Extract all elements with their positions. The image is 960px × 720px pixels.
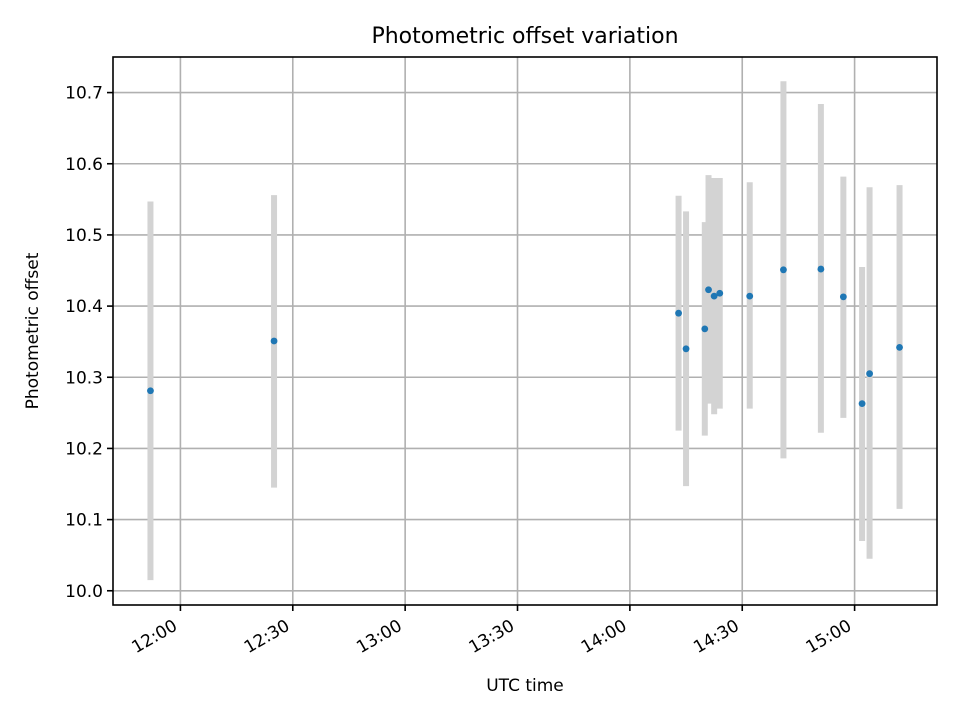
y-tick-label: 10.6 (65, 155, 103, 175)
data-point (896, 343, 903, 351)
y-axis-ticks: 10.0 10.1 10.2 10.3 10.4 10.5 10.6 10.7 (65, 84, 113, 602)
data-point (817, 265, 825, 273)
y-tick-label: 10.3 (65, 368, 103, 388)
y-tick-label: 10.7 (65, 84, 103, 104)
y-tick-label: 10.2 (65, 439, 103, 459)
data-point (705, 286, 712, 294)
data-point (746, 292, 754, 300)
data-point (710, 292, 718, 300)
data-point (780, 266, 787, 274)
data-point (147, 387, 154, 395)
grid-lines (113, 57, 937, 605)
data-point (839, 293, 847, 301)
data-point (682, 345, 690, 353)
x-axis-label: UTC time (486, 676, 564, 696)
y-tick-label: 10.5 (65, 226, 103, 246)
y-tick-label: 10.0 (65, 582, 103, 602)
y-tick-label: 10.1 (65, 511, 103, 531)
data-point (716, 289, 724, 297)
data-point (866, 370, 873, 378)
data-point (858, 400, 866, 407)
data-points (147, 265, 903, 407)
chart-title: Photometric offset variation (371, 24, 678, 49)
plot-frame (112, 56, 938, 606)
y-axis-label: Photometric offset (23, 252, 43, 409)
data-point (675, 309, 682, 317)
data-point (701, 325, 709, 333)
y-tick-label: 10.4 (65, 297, 103, 317)
data-point (270, 337, 278, 345)
